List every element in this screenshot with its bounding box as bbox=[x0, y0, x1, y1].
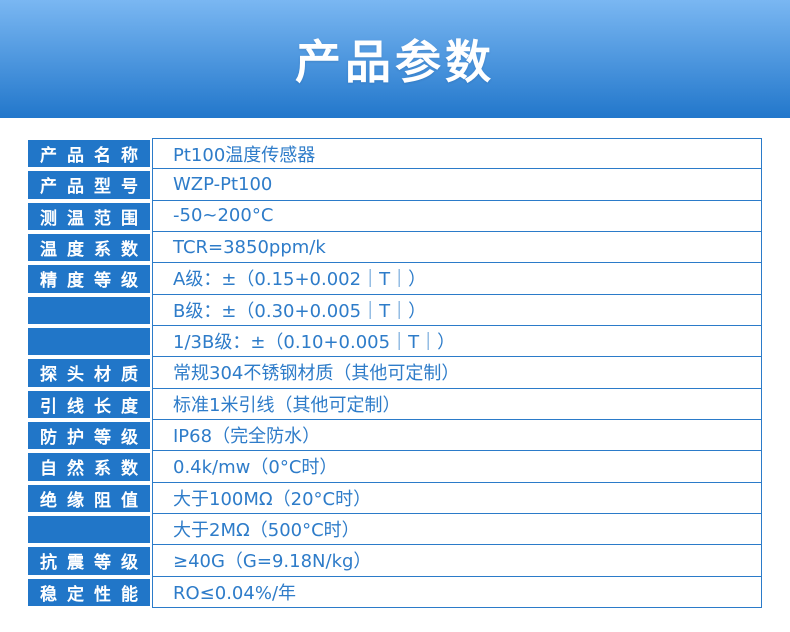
spec-label-cell: 防护等级 bbox=[28, 422, 150, 450]
spec-value-cell: 0.4k/mw（0°C时） bbox=[152, 451, 762, 483]
spec-value-cell: Pt100温度传感器 bbox=[152, 138, 762, 170]
table-row: 引线长度 标准1米引线（其他可定制） bbox=[28, 388, 762, 420]
table-row: 防护等级 IP68（完全防水） bbox=[28, 420, 762, 452]
spec-label-cell: 稳定性能 bbox=[28, 578, 150, 606]
spec-value-cell: 大于100MΩ（20°C时） bbox=[152, 482, 762, 514]
spec-label-cell: 绝缘阻值 bbox=[28, 484, 150, 512]
spec-label-cell: 产品型号 bbox=[28, 171, 150, 199]
spec-label-text: 防护等级 bbox=[40, 428, 138, 449]
spec-value-cell: 常规304不锈钢材质（其他可定制） bbox=[152, 357, 762, 389]
page-title: 产品参数 bbox=[295, 35, 495, 89]
table-row: B级：±（0.30+0.005｜T｜） bbox=[28, 294, 762, 326]
spec-label-text: 探头材质 bbox=[40, 365, 138, 386]
spec-label-text: 温度系数 bbox=[40, 240, 138, 261]
spec-label-text: 自然系数 bbox=[40, 459, 138, 480]
table-row: 绝缘阻值 大于100MΩ（20°C时） bbox=[28, 482, 762, 514]
spec-label-cell: 抗震等级 bbox=[28, 547, 150, 575]
table-row: 产品型号 WZP-Pt100 bbox=[28, 169, 762, 201]
spec-value-cell: IP68（完全防水） bbox=[152, 420, 762, 452]
spec-label-cell: 引线长度 bbox=[28, 390, 150, 418]
product-params-banner: 产品参数 bbox=[0, 0, 790, 118]
spec-table: 产品名称 Pt100温度传感器 产品型号 WZP-Pt100 测温范围 -50~… bbox=[28, 138, 762, 608]
table-row: 大于2MΩ（500°C时） bbox=[28, 514, 762, 546]
spec-label-cell bbox=[28, 296, 150, 324]
table-row: 探头材质 常规304不锈钢材质（其他可定制） bbox=[28, 357, 762, 389]
spec-value-cell: WZP-Pt100 bbox=[152, 169, 762, 201]
table-row: 测温范围 -50~200°C bbox=[28, 200, 762, 232]
table-row: 自然系数 0.4k/mw（0°C时） bbox=[28, 451, 762, 483]
spec-label-cell bbox=[28, 516, 150, 544]
spec-value-cell: TCR=3850ppm/k bbox=[152, 232, 762, 264]
table-row: 产品名称 Pt100温度传感器 bbox=[28, 138, 762, 170]
spec-label-cell: 温度系数 bbox=[28, 234, 150, 262]
table-row: 抗震等级 ≥40G（G=9.18N/kg） bbox=[28, 545, 762, 577]
spec-value-cell: A级：±（0.15+0.002｜T｜） bbox=[152, 263, 762, 295]
spec-label-cell: 探头材质 bbox=[28, 359, 150, 387]
spec-label-cell bbox=[28, 328, 150, 356]
spec-label-cell: 自然系数 bbox=[28, 453, 150, 481]
spec-label-cell: 精度等级 bbox=[28, 265, 150, 293]
spec-label-text: 产品型号 bbox=[40, 177, 138, 198]
spec-value-cell: 标准1米引线（其他可定制） bbox=[152, 388, 762, 420]
spec-value-cell: -50~200°C bbox=[152, 200, 762, 232]
spec-label-cell: 产品名称 bbox=[28, 140, 150, 168]
spec-label-text: 稳定性能 bbox=[40, 584, 138, 605]
spec-label-text: 产品名称 bbox=[40, 146, 138, 167]
spec-label-text: 抗震等级 bbox=[40, 553, 138, 574]
spec-value-cell: 1/3B级：±（0.10+0.005｜T｜） bbox=[152, 326, 762, 358]
spec-value-cell: RO≤0.04%/年 bbox=[152, 576, 762, 608]
spec-value-cell: 大于2MΩ（500°C时） bbox=[152, 514, 762, 546]
table-row: 稳定性能 RO≤0.04%/年 bbox=[28, 576, 762, 608]
spec-label-cell: 测温范围 bbox=[28, 202, 150, 230]
spec-label-text: 测温范围 bbox=[40, 208, 138, 229]
table-row: 1/3B级：±（0.10+0.005｜T｜） bbox=[28, 326, 762, 358]
spec-label-text: 绝缘阻值 bbox=[40, 490, 138, 511]
spec-label-text: 引线长度 bbox=[40, 396, 138, 417]
spec-value-cell: ≥40G（G=9.18N/kg） bbox=[152, 545, 762, 577]
table-row: 温度系数 TCR=3850ppm/k bbox=[28, 232, 762, 264]
table-row: 精度等级 A级：±（0.15+0.002｜T｜） bbox=[28, 263, 762, 295]
spec-label-text: 精度等级 bbox=[40, 271, 138, 292]
spec-value-cell: B级：±（0.30+0.005｜T｜） bbox=[152, 294, 762, 326]
